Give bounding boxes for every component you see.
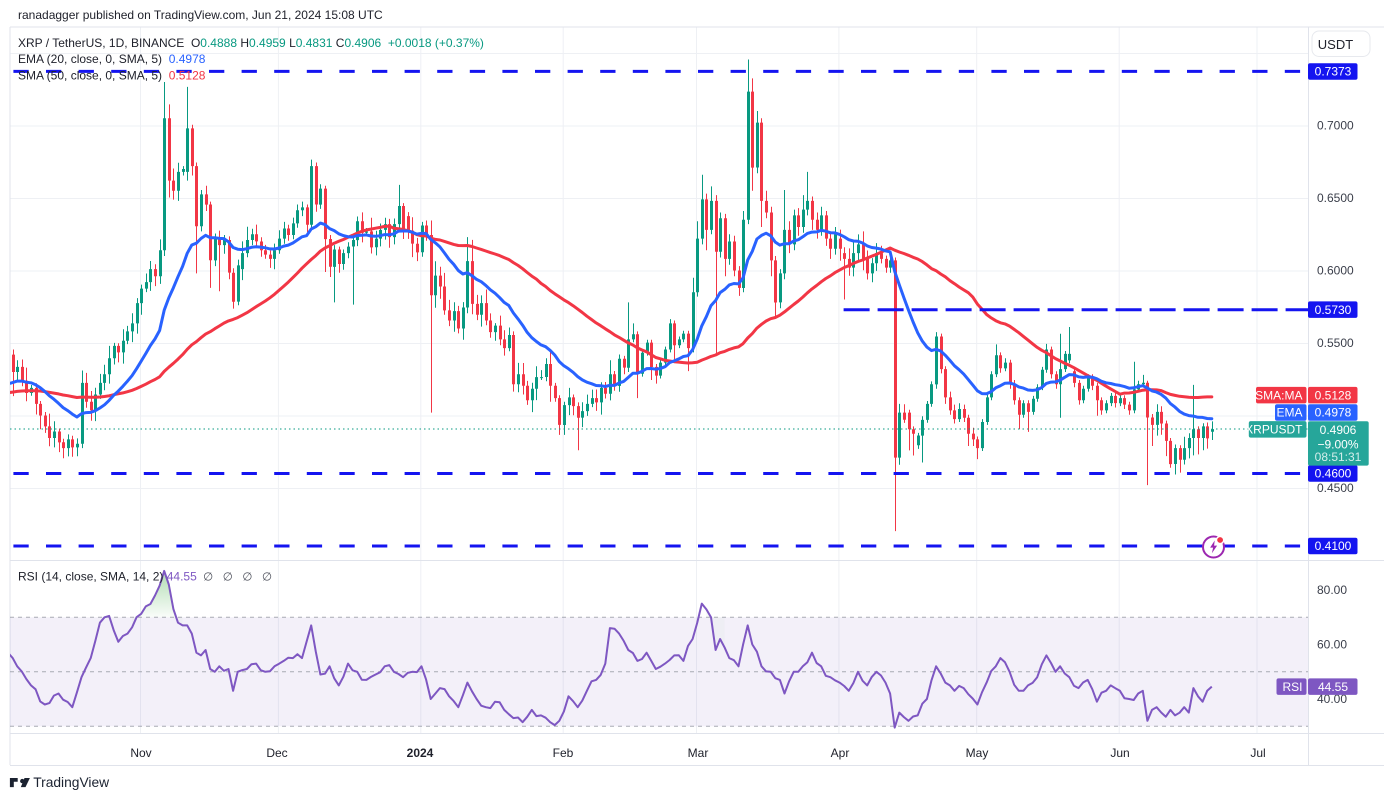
svg-text:0.5128: 0.5128	[1315, 388, 1352, 402]
svg-text:0.4100: 0.4100	[1315, 539, 1352, 553]
svg-text:0.5730: 0.5730	[1315, 303, 1352, 317]
svg-text:EMA: EMA	[1276, 406, 1302, 420]
svg-text:0.7000: 0.7000	[1317, 119, 1354, 133]
svg-text:Jun: Jun	[1110, 746, 1129, 760]
svg-text:TradingView: TradingView	[33, 775, 109, 790]
svg-text:SMA:MA: SMA:MA	[1255, 388, 1302, 402]
svg-text:0.6500: 0.6500	[1317, 191, 1354, 205]
svg-text:Mar: Mar	[688, 746, 709, 760]
svg-text:−9.00%: −9.00%	[1317, 438, 1358, 452]
svg-text:0.4978: 0.4978	[1315, 406, 1352, 420]
svg-text:XRPUSDT: XRPUSDT	[1245, 423, 1303, 437]
svg-text:0.6000: 0.6000	[1317, 264, 1354, 278]
svg-text:Nov: Nov	[130, 746, 151, 760]
svg-text:RSI: RSI	[1282, 680, 1302, 694]
svg-text:0.5500: 0.5500	[1317, 336, 1354, 350]
svg-text:2024: 2024	[407, 746, 434, 760]
svg-text:60.00: 60.00	[1317, 638, 1347, 652]
svg-text:EMA (20, close, 0, SMA, 5) 0.: EMA (20, close, 0, SMA, 5) 0.4978	[18, 52, 206, 66]
svg-text:XRP / TetherUS, 1D, BINANCE O: XRP / TetherUS, 1D, BINANCE O0.4888 H0.4…	[18, 36, 484, 50]
svg-text:0.7373: 0.7373	[1315, 65, 1352, 79]
svg-text:08:51:31: 08:51:31	[1315, 450, 1362, 464]
svg-text:40.00: 40.00	[1317, 692, 1347, 706]
svg-text:Feb: Feb	[553, 746, 574, 760]
svg-text:0.4906: 0.4906	[1320, 423, 1357, 437]
svg-text:Jul: Jul	[1250, 746, 1265, 760]
svg-text:0.4500: 0.4500	[1317, 481, 1354, 495]
svg-text:44.55: 44.55	[1318, 680, 1348, 694]
svg-text:80.00: 80.00	[1317, 583, 1347, 597]
svg-text:May: May	[966, 746, 989, 760]
svg-text:USDT: USDT	[1318, 37, 1353, 52]
svg-text:0.4600: 0.4600	[1315, 467, 1352, 481]
svg-text:ranadagger published on Tradin: ranadagger published on TradingView.com,…	[18, 8, 383, 22]
svg-text:Dec: Dec	[266, 746, 287, 760]
svg-text:SMA (50, close, 0, SMA, 5) 0.: SMA (50, close, 0, SMA, 5) 0.5128	[18, 69, 206, 83]
svg-text:RSI (14, close, SMA, 14, 2) 44: RSI (14, close, SMA, 14, 2) 44.55 ∅ ∅ ∅ …	[18, 570, 272, 584]
svg-text:Apr: Apr	[831, 746, 850, 760]
